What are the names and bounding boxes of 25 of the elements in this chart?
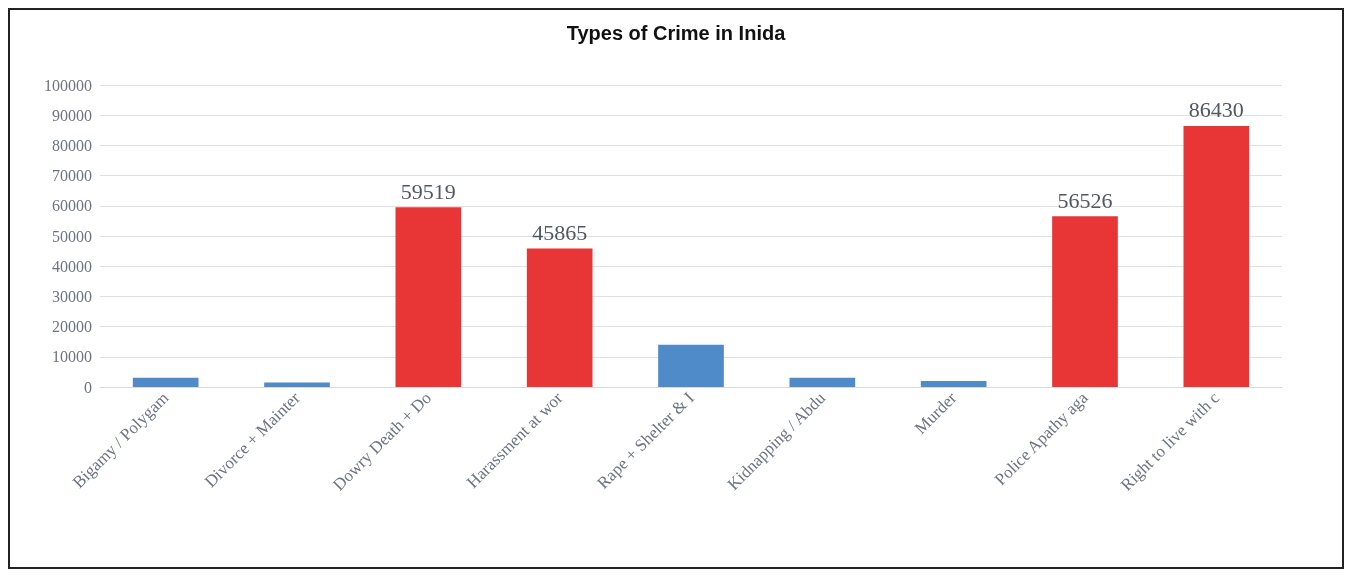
bar <box>1183 125 1250 387</box>
bar <box>264 382 330 387</box>
bar <box>526 248 593 387</box>
bar <box>1052 216 1118 387</box>
y-tick-label: 30000 <box>52 287 92 305</box>
bar <box>395 207 462 387</box>
bar <box>658 344 724 387</box>
y-tick-label: 100000 <box>44 76 92 94</box>
data-label: 86430 <box>1188 97 1244 123</box>
chart-title: Types of Crime in Inida <box>566 22 787 44</box>
bar <box>789 377 856 387</box>
bar <box>920 380 987 387</box>
y-tick-label: 10000 <box>52 348 92 366</box>
y-tick-label: 60000 <box>52 197 92 215</box>
data-label: 59519 <box>400 178 456 204</box>
y-tick-label: 20000 <box>52 318 92 336</box>
bar <box>132 377 199 387</box>
y-tick-label: 80000 <box>52 136 92 154</box>
y-tick-label: 90000 <box>52 106 92 124</box>
y-tick-label: 0 <box>84 378 92 396</box>
y-tick-label: 40000 <box>52 257 92 275</box>
data-label: 45865 <box>532 219 588 245</box>
y-tick-label: 70000 <box>52 167 92 185</box>
data-label: 56526 <box>1057 187 1113 213</box>
y-tick-label: 50000 <box>52 227 92 245</box>
